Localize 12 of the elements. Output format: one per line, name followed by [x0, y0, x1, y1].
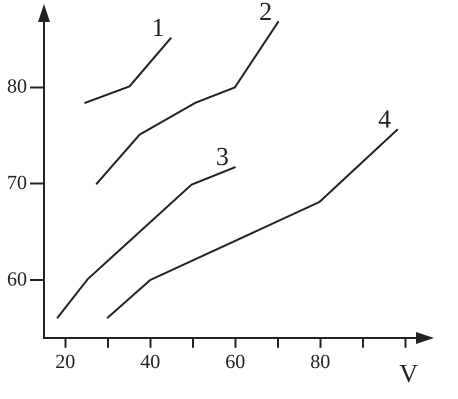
series-label: 1: [152, 13, 165, 42]
x-tick-label: 60: [225, 351, 246, 374]
y-tick-label: 60: [7, 268, 27, 290]
series-label: 3: [216, 142, 229, 172]
y-tick-label: 70: [7, 172, 27, 194]
x-tick-label: 80: [310, 351, 330, 374]
series-label: 4: [378, 104, 392, 134]
x-tick-label: 20: [55, 351, 76, 374]
y-tick-label: 80: [7, 76, 27, 98]
x-tick-label: 40: [140, 351, 160, 374]
series-label: 2: [259, 0, 272, 26]
x-axis-title: V: [399, 359, 418, 388]
